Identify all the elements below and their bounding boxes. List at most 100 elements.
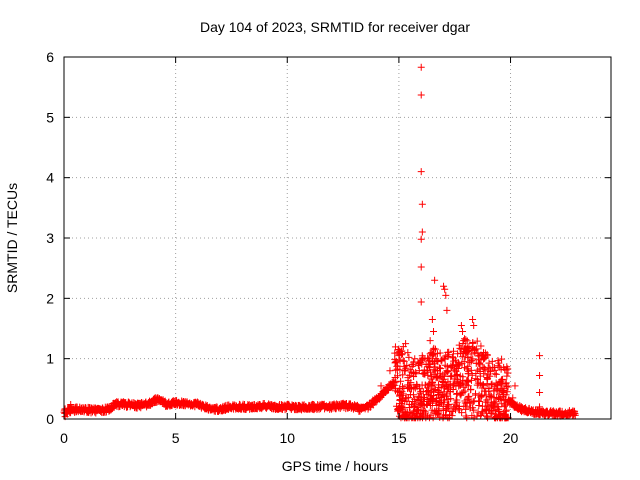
data-point: [455, 402, 463, 410]
data-point: [450, 380, 458, 388]
data-point: [492, 370, 500, 378]
data-point: [484, 364, 492, 372]
data-point: [431, 276, 439, 284]
data-point: [440, 372, 448, 380]
y-tick-label: 4: [46, 170, 54, 186]
data-point: [431, 367, 439, 375]
data-point: [440, 388, 448, 396]
data-point: [399, 408, 407, 416]
data-point: [399, 357, 407, 365]
data-point: [444, 385, 452, 393]
data-point: [399, 371, 407, 379]
y-tick-label: 0: [46, 411, 54, 427]
data-point: [459, 328, 467, 336]
data-point: [480, 387, 488, 395]
data-point: [470, 397, 478, 405]
data-point: [442, 352, 450, 360]
data-point: [450, 404, 458, 412]
data-point: [491, 370, 499, 378]
x-axis-label: GPS time / hours: [282, 458, 389, 474]
data-point: [476, 398, 484, 406]
chart-title: Day 104 of 2023, SRMTID for receiver dga…: [200, 19, 470, 35]
data-point: [457, 349, 465, 357]
data-point: [397, 347, 405, 355]
data-point: [502, 380, 510, 388]
data-point: [498, 376, 506, 384]
data-point: [436, 364, 444, 372]
data-point: [467, 386, 475, 394]
data-point: [455, 341, 463, 349]
data-point: [404, 349, 412, 357]
data-point: [479, 381, 487, 389]
data-point: [417, 168, 425, 176]
data-point: [405, 353, 413, 361]
data-point: [485, 385, 493, 393]
data-point: [428, 406, 436, 414]
data-point: [409, 408, 417, 416]
data-point: [458, 389, 466, 397]
data-point: [467, 358, 475, 366]
x-tick-label: 0: [60, 430, 68, 446]
data-point: [536, 403, 544, 411]
data-point: [396, 392, 404, 400]
data-point: [464, 377, 472, 385]
data-point: [502, 406, 510, 414]
y-tick-label: 6: [46, 49, 54, 65]
data-point: [427, 373, 435, 381]
data-point: [481, 407, 489, 415]
data-point: [419, 354, 427, 362]
data-point: [474, 379, 482, 387]
data-point: [484, 414, 492, 422]
data-point: [468, 356, 476, 364]
data-point: [440, 282, 448, 290]
data-point: [403, 410, 411, 418]
data-point: [435, 391, 443, 399]
y-tick-label: 1: [46, 351, 54, 367]
data-point: [412, 368, 420, 376]
data-point: [425, 386, 432, 394]
y-tick-label: 2: [46, 290, 54, 306]
data-point: [469, 339, 477, 347]
data-point: [429, 414, 437, 422]
data-point: [500, 388, 508, 396]
data-point: [496, 385, 504, 393]
data-point: [426, 337, 434, 345]
data-point: [413, 412, 421, 420]
data-point: [402, 340, 410, 348]
data-point: [464, 370, 472, 378]
data-point: [453, 390, 461, 398]
data-points: [60, 63, 579, 422]
data-point: [504, 369, 512, 377]
data-point: [405, 371, 413, 379]
data-point: [395, 352, 403, 360]
data-point: [470, 346, 478, 354]
data-point: [435, 406, 443, 414]
axis-ticks: 0 5 10 15 20 0 1 2 3 4 5 6: [46, 49, 611, 446]
data-point: [411, 355, 419, 363]
data-point: [419, 401, 427, 409]
data-point: [435, 364, 443, 372]
data-point: [496, 411, 504, 419]
data-point: [452, 379, 460, 387]
data-point: [432, 396, 440, 404]
data-point: [498, 355, 506, 363]
data-point: [443, 404, 451, 412]
data-point: [397, 377, 405, 385]
data-point: [433, 409, 441, 417]
data-point: [441, 378, 449, 386]
data-point: [571, 411, 579, 419]
data-point: [459, 339, 467, 347]
data-point: [426, 364, 434, 372]
data-point: [443, 306, 451, 314]
data-point: [470, 414, 478, 422]
data-point: [458, 409, 466, 417]
data-point: [443, 401, 451, 409]
data-point: [456, 372, 464, 380]
data-point: [433, 357, 441, 365]
data-point: [445, 348, 453, 356]
data-point: [463, 399, 471, 407]
data-point: [457, 321, 465, 329]
data-point: [483, 373, 491, 381]
data-point: [479, 349, 487, 357]
data-point: [456, 380, 464, 388]
